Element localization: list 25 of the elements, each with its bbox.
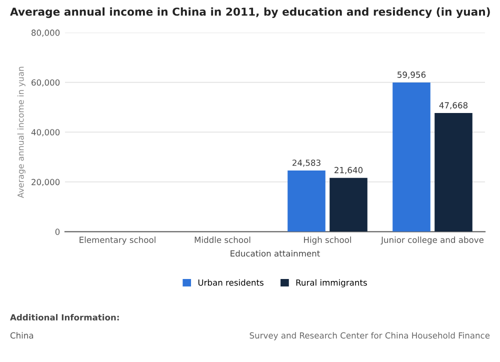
y-tick-label: 0 [55, 228, 60, 235]
y-tick-label: 60,000 [32, 79, 60, 86]
bar [288, 170, 326, 232]
data-label: 59,956 [398, 72, 426, 79]
y-tick-label: 40,000 [31, 129, 60, 136]
legend-label: Rural immigrants [296, 279, 367, 288]
text: Survey and Research Center for China Household Finance [250, 332, 490, 340]
legend-label: Urban residents [198, 279, 264, 286]
x-tick-label: Elementary school [80, 236, 156, 245]
data-label: 47,668 [439, 102, 468, 110]
bar [392, 82, 430, 232]
x-axis-title: Education attainment [230, 250, 320, 257]
x-tick-label: High school [304, 236, 351, 245]
bar [330, 178, 368, 232]
bar [434, 113, 472, 232]
data-label: 24,583 [292, 160, 320, 167]
y-tick-label: 80,000 [32, 30, 60, 37]
x-tick-label: Middle school [194, 236, 250, 243]
y-axis-title: Average annual income in yuan [17, 66, 26, 198]
text: China [10, 332, 34, 339]
text: Additional Information: [10, 314, 119, 320]
chart-title: Average annual income in China in 2011, by education and residency (in yuan) [10, 7, 490, 18]
x-tick-label: Junior college and above [380, 236, 484, 245]
data-label: 21,640 [334, 166, 363, 174]
y-tick-label: 20,000 [32, 178, 60, 186]
